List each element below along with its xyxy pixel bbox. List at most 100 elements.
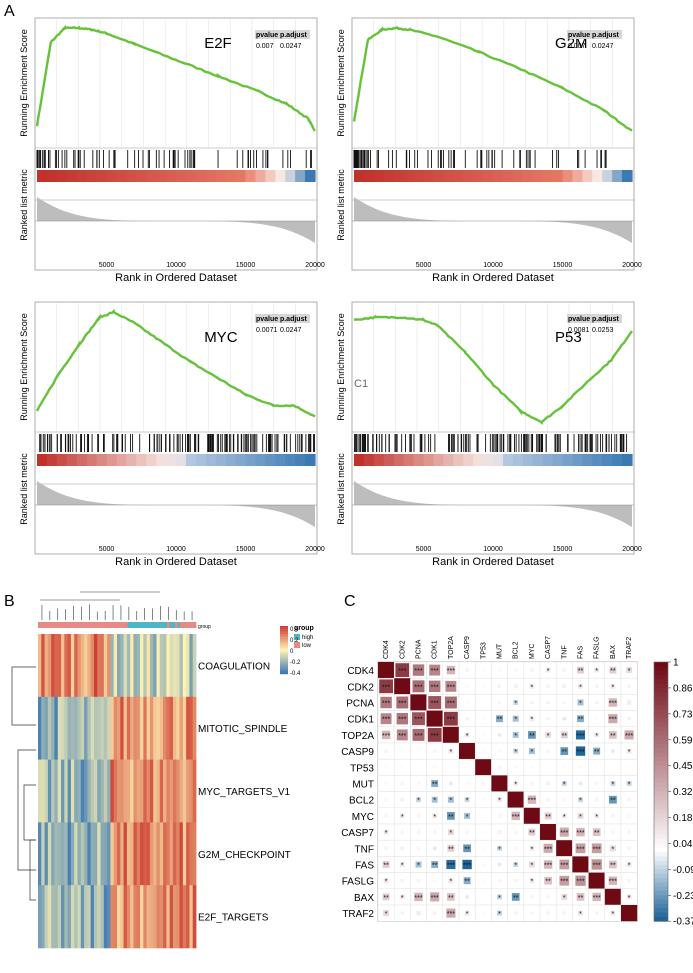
row-gene-label: FAS <box>355 861 374 872</box>
significance-stars: * <box>547 668 550 675</box>
col-gene-label: MUT <box>497 643 504 659</box>
corr-square <box>446 908 456 918</box>
heatmap-cell <box>80 634 85 698</box>
corr-square <box>514 846 518 850</box>
corr-square <box>447 844 455 852</box>
heatmap-cell <box>156 634 161 698</box>
heatmap-cell <box>133 822 138 886</box>
x-axis-label: Rank in Ordered Dataset <box>432 556 554 568</box>
dendro-branch <box>11 666 36 726</box>
corr-square <box>383 878 389 884</box>
metric-cell <box>354 170 365 182</box>
colorbar-cell <box>654 843 668 849</box>
heatmap-cell <box>67 759 72 823</box>
significance-stars: * <box>612 684 615 691</box>
corr-square <box>416 830 421 834</box>
corr-square <box>594 732 600 738</box>
metric-cell <box>56 170 68 182</box>
corr-square <box>383 910 390 917</box>
metric-cell <box>453 454 464 466</box>
significance-stars: *** <box>447 684 455 691</box>
heatmap-cell <box>84 759 88 823</box>
heatmap-cell <box>123 822 128 886</box>
corr-square <box>594 911 599 915</box>
corr-square <box>577 812 584 819</box>
significance-stars: * <box>385 879 388 886</box>
metric-cell <box>463 170 474 182</box>
colorbar-cell <box>654 882 668 888</box>
group-strip-cell <box>88 622 92 628</box>
significance-stars: * <box>401 863 404 870</box>
legend-swatch <box>294 634 300 640</box>
significance-stars: * <box>612 911 615 918</box>
heatmap-cell <box>166 885 171 949</box>
significance-stars: ** <box>610 863 616 870</box>
heatmap-cell <box>97 822 101 886</box>
corr-square <box>400 797 405 802</box>
corr-square <box>412 680 425 693</box>
group-strip-cell <box>95 622 99 628</box>
metric-cell <box>473 170 484 182</box>
heatmap-cell <box>176 696 180 760</box>
corr-square <box>626 894 632 900</box>
group-strip-cell <box>111 622 115 628</box>
colorbar-tick-label: 0.04 <box>673 839 693 850</box>
x-tick-label: 10000 <box>483 262 503 269</box>
heatmap-cell <box>113 696 118 760</box>
heatmap-cell <box>100 696 105 760</box>
corr-square <box>431 780 439 787</box>
significance-stars: ** <box>513 895 519 902</box>
row-label: MYC_TARGETS_V1 <box>198 787 290 798</box>
corr-square <box>481 830 485 834</box>
row-gene-label: TP53 <box>350 763 374 774</box>
corr-square <box>416 797 421 803</box>
metric-cell <box>502 170 514 182</box>
metric-cell <box>66 454 78 466</box>
stats-header-pvalue: pvalue <box>568 316 590 323</box>
significance-stars: *** <box>382 717 390 724</box>
metric-cell <box>106 454 118 466</box>
heatmap-cell <box>163 759 167 823</box>
metric-cell <box>602 454 613 466</box>
heatmap-cell <box>172 759 177 823</box>
corr-square <box>530 895 534 899</box>
scale-tick: -0.4 <box>290 671 301 677</box>
heatmap-cell <box>126 696 131 760</box>
scale-cell <box>280 666 288 668</box>
metric-cell <box>195 454 207 466</box>
metric-cell <box>493 454 504 466</box>
colorbar-cell <box>654 804 668 810</box>
group-strip-cell <box>169 622 173 628</box>
significance-stars: *** <box>382 684 390 691</box>
heatmap-cell <box>110 822 115 886</box>
y-axis-label-bottom: Ranked list metric <box>19 453 29 525</box>
significance-stars: *** <box>593 846 601 853</box>
colorbar-cell <box>654 856 668 862</box>
group-strip-cell <box>138 622 142 628</box>
colorbar-cell <box>654 873 668 879</box>
corr-square <box>624 730 634 740</box>
corr-square <box>512 715 519 722</box>
heatmap-cell <box>41 885 45 949</box>
scale-cell <box>280 638 288 641</box>
metric-cell <box>86 170 98 182</box>
significance-stars: ** <box>578 717 584 724</box>
colorbar-cell <box>654 787 668 793</box>
heatmap-cell <box>57 885 62 949</box>
significance-stars: *** <box>576 749 584 756</box>
significance-stars: * <box>531 749 534 756</box>
group-strip-cell <box>48 622 52 628</box>
metric-cell <box>37 170 48 182</box>
heatmap-cell <box>47 759 52 823</box>
group-strip-cell <box>122 622 126 628</box>
corr-square <box>577 715 584 723</box>
group-strip-cell <box>64 622 68 628</box>
colorbar-cell <box>654 847 668 853</box>
scale-cell <box>280 670 288 673</box>
colorbar-cell <box>654 808 668 814</box>
heatmap-cell <box>163 885 167 949</box>
metric-cell <box>205 170 217 182</box>
heatmap-cell <box>67 634 72 698</box>
heatmap-cell <box>123 634 128 698</box>
